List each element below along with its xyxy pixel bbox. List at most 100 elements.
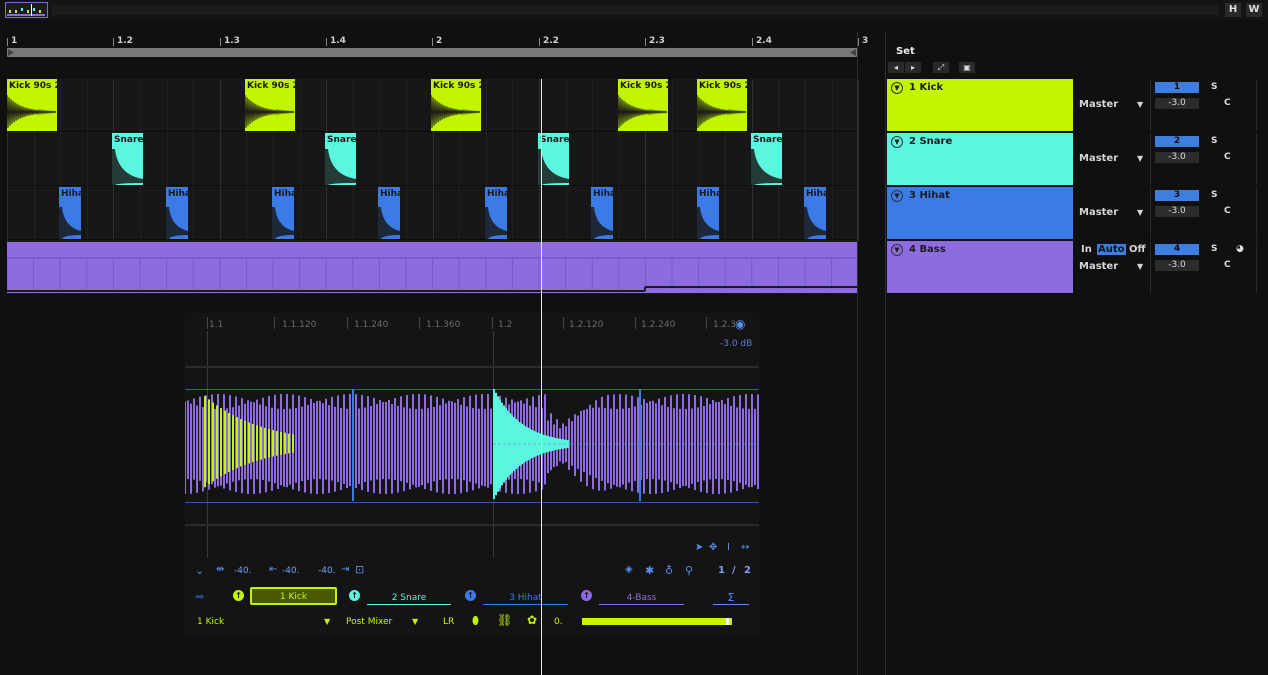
output-select[interactable]: Master <box>1079 207 1119 218</box>
arrow-left-icon[interactable]: ◂ <box>888 62 904 73</box>
kick-clip[interactable]: Kick 90s 2 <box>431 79 481 131</box>
track-header-snare[interactable]: ▼ 2 Snare <box>887 133 1073 185</box>
solo-button[interactable]: S <box>1211 136 1218 146</box>
fold-chevron-icon[interactable]: ▼ <box>891 136 903 148</box>
tap-select[interactable]: Post Mixer <box>346 617 393 627</box>
fade-out-icon[interactable]: ⇥ <box>341 564 350 575</box>
chevron-down-icon[interactable]: ▼ <box>1137 100 1144 109</box>
snare-lane[interactable] <box>7 133 857 186</box>
chevron-down-icon[interactable]: ▼ <box>324 617 331 626</box>
fade-in-icon[interactable]: ⇹ <box>216 564 225 575</box>
overview-scrollbar[interactable] <box>52 5 1218 15</box>
send-bass[interactable]: 4-Bass <box>626 593 657 603</box>
send-toggle-icon[interactable]: ↑ <box>465 590 476 601</box>
move-icon[interactable]: ✥ <box>709 542 718 553</box>
fold-chevron-icon[interactable]: ▼ <box>891 190 903 202</box>
playhead[interactable] <box>541 79 542 675</box>
hihat-clip[interactable]: Hihat <box>378 187 400 239</box>
solo-button[interactable]: S <box>1211 244 1218 254</box>
arrow-right-icon[interactable]: ▸ <box>905 62 921 73</box>
pointer-icon[interactable]: ➤ <box>695 542 704 553</box>
monitor-auto-button[interactable]: Auto <box>1097 244 1126 255</box>
hihat-clip[interactable]: Hihat <box>59 187 81 239</box>
loop-brace[interactable] <box>7 48 857 57</box>
track-activator[interactable]: 4 <box>1155 244 1199 255</box>
send-toggle-icon[interactable]: ↑ <box>233 590 244 601</box>
pan-knob[interactable]: C <box>1224 260 1231 270</box>
fade-mid-value[interactable]: -40. <box>282 566 300 576</box>
send-kick[interactable]: 1 Kick <box>250 587 337 605</box>
stretch-icon[interactable]: ↔ <box>741 542 750 553</box>
text-cursor-icon[interactable]: I <box>727 542 730 553</box>
volume-field[interactable]: -3.0 <box>1155 98 1199 109</box>
meter-handle[interactable] <box>726 618 729 625</box>
snare-clip[interactable]: Snare <box>112 133 143 185</box>
level-meter[interactable] <box>582 618 732 625</box>
fold-chevron-icon[interactable]: ▼ <box>891 82 903 94</box>
track-activator[interactable]: 2 <box>1155 136 1199 147</box>
track-header-hihat[interactable]: ▼ 3 Hihat <box>887 187 1073 239</box>
freeze-icon[interactable]: ✱ <box>645 564 655 577</box>
location-pin-icon[interactable]: ⚲ <box>685 564 694 577</box>
channel-label[interactable]: LR <box>443 617 455 627</box>
kick-clip[interactable]: Kick 90s 2 <box>245 79 295 131</box>
source-select[interactable]: 1 Kick <box>197 617 225 627</box>
h-button[interactable]: H <box>1225 3 1241 17</box>
hihat-clip[interactable]: Hihat <box>485 187 507 239</box>
lock-icon[interactable]: ▣ <box>959 62 975 73</box>
track-activator[interactable]: 3 <box>1155 190 1199 201</box>
detail-view[interactable]: 1.1 1.1.120 1.1.240 1.1.360 1.2 1.2.120 … <box>185 313 759 638</box>
expand-icon[interactable]: ⤢ <box>933 62 949 73</box>
arrow-right-icon[interactable]: ➡ <box>195 590 205 603</box>
hihat-clip[interactable]: Hihat <box>697 187 719 239</box>
fold-chevron-icon[interactable]: ▼ <box>891 244 903 256</box>
volume-field[interactable]: -3.0 <box>1155 206 1199 217</box>
pan-knob[interactable]: C <box>1224 98 1231 108</box>
pan-knob[interactable]: C <box>1224 152 1231 162</box>
fade-marker-icon[interactable]: ⇤ <box>269 564 278 575</box>
kick-clip[interactable]: Kick 90s 2 <box>7 79 57 131</box>
monitor-in-button[interactable]: In <box>1081 244 1092 255</box>
track-header-kick[interactable]: ▼ 1 Kick <box>887 79 1073 131</box>
hihat-clip[interactable]: Hihat <box>804 187 826 239</box>
output-select[interactable]: Master <box>1079 153 1119 164</box>
arrangement-view[interactable]: Kick 90s 2 Kick 90s 2 Kick 90s 2 Kick 90… <box>6 79 860 294</box>
w-button[interactable]: W <box>1246 3 1262 17</box>
send-toggle-icon[interactable]: ↑ <box>349 590 360 601</box>
lightbulb-icon[interactable]: ♁ <box>665 564 674 577</box>
level-value[interactable]: 0. <box>554 617 563 627</box>
send-sum[interactable]: Σ <box>727 591 735 604</box>
solo-button[interactable]: S <box>1211 82 1218 92</box>
bass-clip[interactable] <box>6 242 857 293</box>
send-hihat[interactable]: 3 Hihat <box>509 593 542 603</box>
output-select[interactable]: Master <box>1079 99 1119 110</box>
palette-icon[interactable]: ✿ <box>527 613 538 627</box>
fade-out-value[interactable]: -40. <box>318 566 336 576</box>
snare-clip[interactable]: Snare <box>538 133 569 185</box>
track-activator[interactable]: 1 <box>1155 82 1199 93</box>
output-select[interactable]: Master <box>1079 261 1119 272</box>
monitor-off-button[interactable]: Off <box>1129 244 1146 255</box>
send-snare[interactable]: 2 Snare <box>391 593 427 603</box>
send-toggle-icon[interactable]: ↑ <box>581 590 592 601</box>
snare-clip[interactable]: Snare <box>325 133 356 185</box>
chevron-down-icon[interactable]: ▼ <box>412 617 419 626</box>
link-icon[interactable]: ⛓ <box>497 613 513 627</box>
hihat-clip[interactable]: Hihat <box>166 187 188 239</box>
kick-clip[interactable]: Kick 90s 2 <box>618 79 668 131</box>
chevron-down-icon[interactable]: ▼ <box>1137 262 1144 271</box>
track-header-bass[interactable]: ▼ 4 Bass <box>887 241 1073 293</box>
fit-icon[interactable]: ⊡ <box>355 563 365 576</box>
eye-icon[interactable]: ◉ <box>735 317 746 331</box>
snare-clip[interactable]: Snare <box>751 133 782 185</box>
solo-button[interactable]: S <box>1211 190 1218 200</box>
hihat-clip[interactable]: Hihat <box>591 187 613 239</box>
arrangement-ruler[interactable]: 1 1.2 1.3 1.4 2 2.2 2.3 2.4 3 <box>0 32 868 60</box>
chevron-down-icon[interactable]: ▼ <box>1137 154 1144 163</box>
fade-in-value[interactable]: -40. <box>234 566 252 576</box>
drop-icon[interactable]: ⬮ <box>472 614 479 627</box>
chevron-down-icon[interactable]: ⌄ <box>195 564 205 577</box>
eraser-icon[interactable]: ◈ <box>625 564 633 575</box>
chevron-down-icon[interactable]: ▼ <box>1137 208 1144 217</box>
record-arm-icon[interactable]: ◕ <box>1236 244 1244 254</box>
